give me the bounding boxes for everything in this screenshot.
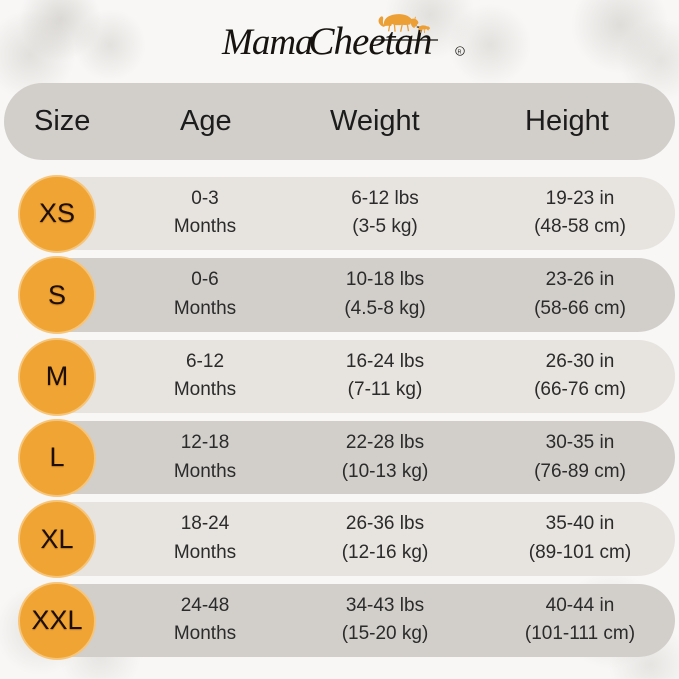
svg-text:R: R — [458, 49, 462, 55]
svg-text:MamaCheetah: MamaCheetah — [221, 20, 432, 63]
